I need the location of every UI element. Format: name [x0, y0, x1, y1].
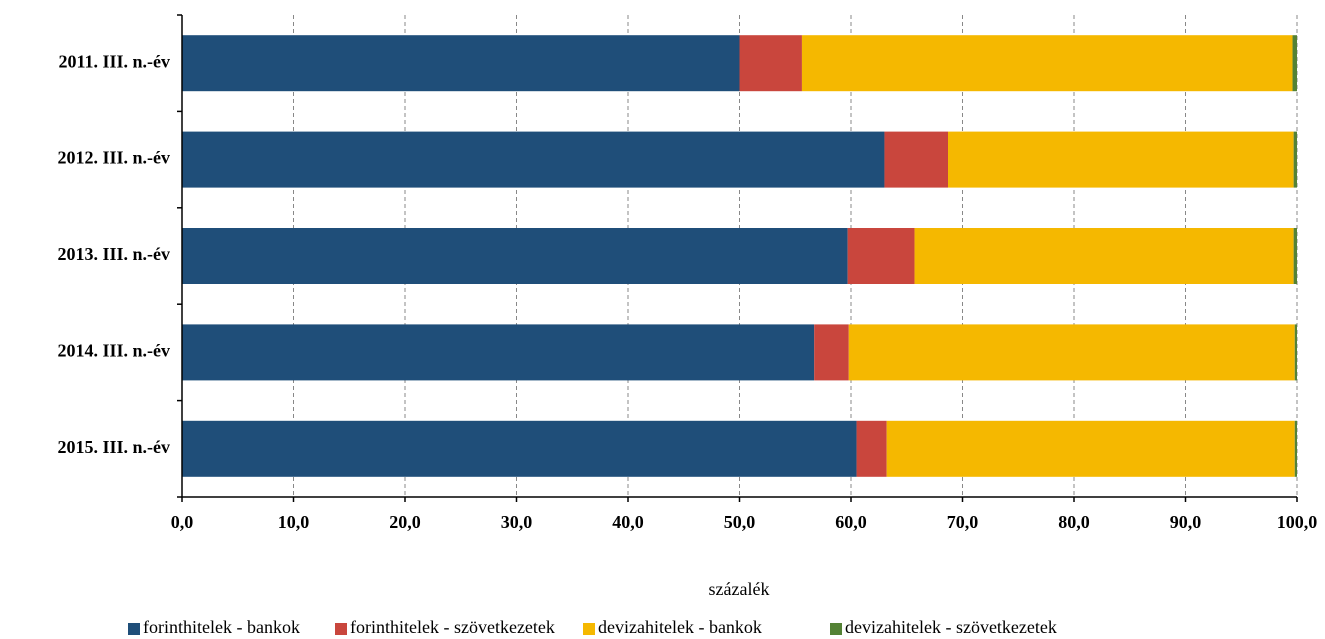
bar-segment [1294, 324, 1297, 381]
x-tick-label: 50,0 [724, 512, 756, 532]
bar-segment [801, 35, 1293, 92]
x-axis-label: százalék [709, 579, 770, 599]
x-tick-label: 70,0 [947, 512, 979, 532]
bar-segment [948, 131, 1294, 188]
x-tick-label: 60,0 [835, 512, 867, 532]
legend-label: forinthitelek - bankok [143, 617, 300, 637]
y-tick-label: 2012. III. n.-év [57, 148, 170, 168]
x-tick-label: 90,0 [1170, 512, 1202, 532]
bar-segment [848, 324, 1295, 381]
legend-swatch [830, 623, 842, 635]
legend-label: forinthitelek - szövetkezetek [350, 617, 555, 637]
legend-swatch [335, 623, 347, 635]
legend-label: devizahitelek - szövetkezetek [845, 617, 1057, 637]
bar-segment [1294, 420, 1297, 477]
bar-segment [1293, 131, 1297, 188]
legend-swatch [128, 623, 140, 635]
bar-segment [1292, 35, 1297, 92]
x-tick-label: 10,0 [278, 512, 310, 532]
bar-segment [182, 35, 740, 92]
bar-segment [182, 420, 857, 477]
bar-segment [739, 35, 802, 92]
y-tick-label: 2015. III. n.-év [57, 437, 170, 457]
bar-segment [886, 420, 1295, 477]
x-tick-label: 80,0 [1058, 512, 1090, 532]
bar-segment [914, 228, 1294, 284]
x-tick-label: 0,0 [171, 512, 194, 532]
x-tick-label: 100,0 [1277, 512, 1318, 532]
bar-segment [182, 131, 885, 188]
bar-segment [1293, 228, 1297, 284]
bar-segment [884, 131, 949, 188]
x-tick-label: 30,0 [501, 512, 533, 532]
y-tick-label: 2013. III. n.-év [57, 244, 170, 264]
bar-segment [856, 420, 887, 477]
legend-swatch [583, 623, 595, 635]
bar-segment [814, 324, 849, 381]
x-tick-label: 20,0 [389, 512, 421, 532]
y-tick-label: 2011. III. n.-év [58, 51, 170, 71]
bar-segment [847, 228, 915, 284]
bar-segment [182, 324, 815, 381]
x-tick-label: 40,0 [612, 512, 644, 532]
legend-label: devizahitelek - bankok [598, 617, 762, 637]
y-tick-label: 2014. III. n.-év [57, 341, 170, 361]
bar-segment [182, 228, 848, 284]
